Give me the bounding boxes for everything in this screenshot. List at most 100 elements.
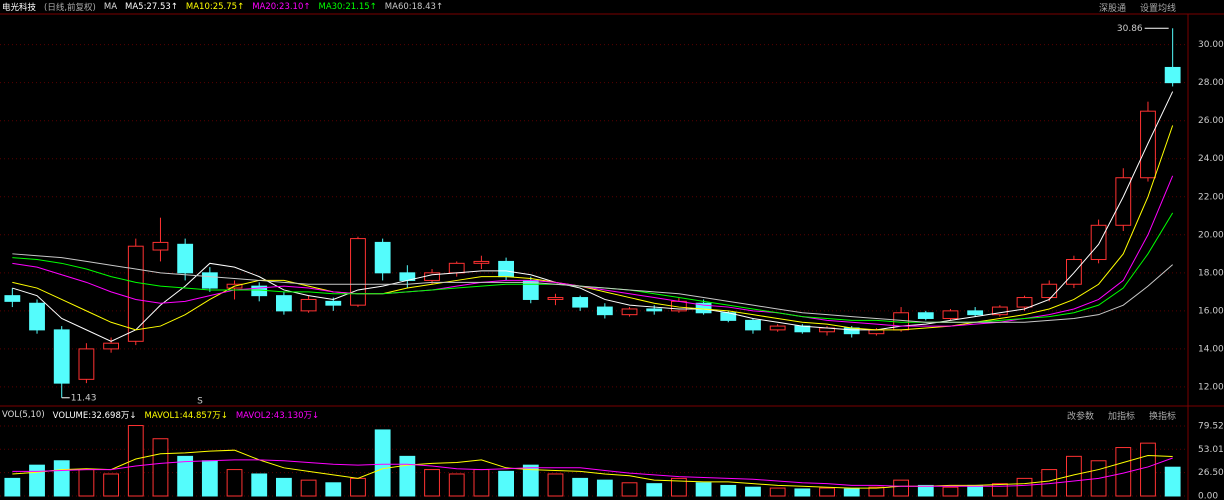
- y-tick-label: 24.00: [1198, 154, 1224, 164]
- y-tick-label: 20.00: [1198, 230, 1224, 240]
- link[interactable]: 改参数: [1066, 411, 1094, 422]
- candle-body: [374, 241, 391, 274]
- vol-name: VOL(5,10): [2, 410, 45, 420]
- y-tick-label: 28.00: [1198, 78, 1224, 88]
- y-tick-label: 53.01: [1198, 445, 1224, 455]
- volume-bar: [103, 473, 119, 497]
- volume-bar: [671, 477, 687, 497]
- legend-entry: MA30:21.15↑: [318, 2, 377, 12]
- candle-body: [942, 310, 959, 319]
- volume-bar: [769, 487, 786, 497]
- low-label: 11.43: [71, 393, 97, 403]
- candle-body: [522, 279, 539, 300]
- candle-body: [350, 238, 366, 306]
- ma-line: [12, 253, 1173, 323]
- legend-entry: MA20:23.10↑: [252, 2, 311, 12]
- candle-body: [78, 348, 95, 380]
- volume-bar: [1140, 442, 1156, 497]
- volume-bar: [448, 473, 465, 497]
- volume-bar: [893, 479, 909, 497]
- candle-body: [1066, 259, 1082, 285]
- legend-entry: MA10:25.75↑: [185, 2, 245, 12]
- candle-body: [745, 319, 761, 331]
- candle-body: [572, 297, 589, 308]
- y-tick-label: 16.00: [1198, 306, 1224, 316]
- ma-line: [12, 449, 1173, 489]
- volume-bar: [424, 469, 440, 497]
- volume-bar: [29, 464, 45, 497]
- y-tick-label: 26.50: [1198, 468, 1224, 478]
- volume-bar: [868, 486, 885, 497]
- high-label: 30.86: [1117, 24, 1143, 34]
- y-tick-label: 14.00: [1198, 344, 1224, 354]
- candle-body: [621, 308, 638, 316]
- vol-value: VOLUME:32.698万↓: [52, 411, 137, 421]
- candle-body: [53, 329, 70, 384]
- volume-bar: [201, 460, 218, 497]
- volume-bar: [917, 484, 934, 497]
- link[interactable]: 设置均线: [1139, 3, 1176, 14]
- candle-body: [127, 245, 144, 342]
- legend-entry: MAVOL1:44.857万↓: [144, 411, 228, 421]
- candle-body: [152, 241, 169, 251]
- y-tick-label: 79.52: [1198, 421, 1224, 431]
- legend: MAVOL1:44.857万↓ MAVOL2:43.130万↓: [144, 409, 319, 421]
- volume-bar: [843, 488, 860, 497]
- candle-body: [868, 329, 885, 335]
- volume-header: VOL(5,10) VOLUME:32.698万↓ MAVOL1:44.857万…: [2, 408, 319, 422]
- volume-bar: [276, 477, 292, 497]
- legend-entry: MA5:27.53↑: [125, 2, 178, 12]
- volume-bar: [226, 469, 243, 497]
- candle-body: [29, 302, 45, 331]
- ma-line: [12, 125, 1174, 331]
- volume-bar: [1066, 455, 1082, 497]
- volume-bar: [399, 455, 416, 497]
- candle-body: [917, 312, 934, 319]
- signal: S: [197, 397, 203, 407]
- volume-bar: [53, 460, 70, 497]
- candle-body: [547, 297, 564, 300]
- volume-bar: [1016, 477, 1033, 497]
- volume-bar: [127, 425, 144, 497]
- stock-name: 电光科技: [2, 3, 37, 13]
- volume-bar: [1164, 466, 1181, 497]
- legend-entry: MA60:18.43↑: [384, 2, 444, 12]
- volume-bar: [621, 482, 638, 497]
- y-tick-label: 22.00: [1198, 192, 1224, 202]
- ma-label: MA: [103, 2, 118, 12]
- volume-bar: [572, 477, 589, 497]
- volume-bar: [251, 473, 268, 497]
- candle-body: [276, 295, 292, 312]
- candle-body: [473, 260, 490, 264]
- candle-body: [769, 325, 786, 331]
- candle-body: [103, 342, 119, 350]
- candle-body: [448, 262, 465, 274]
- ma-line: [12, 457, 1173, 487]
- volume-bar: [1115, 447, 1132, 497]
- legend: MA5:27.53↑ MA10:25.75↑ MA20:23.10↑ MA30:21.…: [125, 2, 443, 12]
- link[interactable]: 加指标: [1107, 411, 1135, 422]
- candle-body: [201, 272, 218, 289]
- candle-body: [4, 295, 21, 302]
- volume-bar: [646, 483, 663, 497]
- link[interactable]: 换指标: [1148, 411, 1176, 422]
- volume-bar: [152, 438, 169, 497]
- volume-bar: [967, 484, 984, 497]
- volume-bar: [498, 470, 514, 497]
- volume-bar: [547, 473, 564, 497]
- volume-bar: [695, 482, 712, 497]
- volume-bar: [78, 469, 95, 497]
- link[interactable]: 深股通: [1098, 3, 1126, 14]
- candle-body: [991, 306, 1008, 316]
- candle-body: [967, 310, 984, 316]
- volume-bar: [473, 469, 490, 497]
- candle-body: [1016, 297, 1033, 308]
- candle-body: [1041, 283, 1058, 299]
- ma-line: [12, 91, 1174, 342]
- volume-bar: [596, 479, 613, 497]
- candle-body: [646, 308, 663, 312]
- ma-line: [12, 175, 1174, 327]
- volume-bar: [177, 455, 194, 497]
- candle-body: [1164, 66, 1181, 84]
- volume-bar: [819, 487, 835, 497]
